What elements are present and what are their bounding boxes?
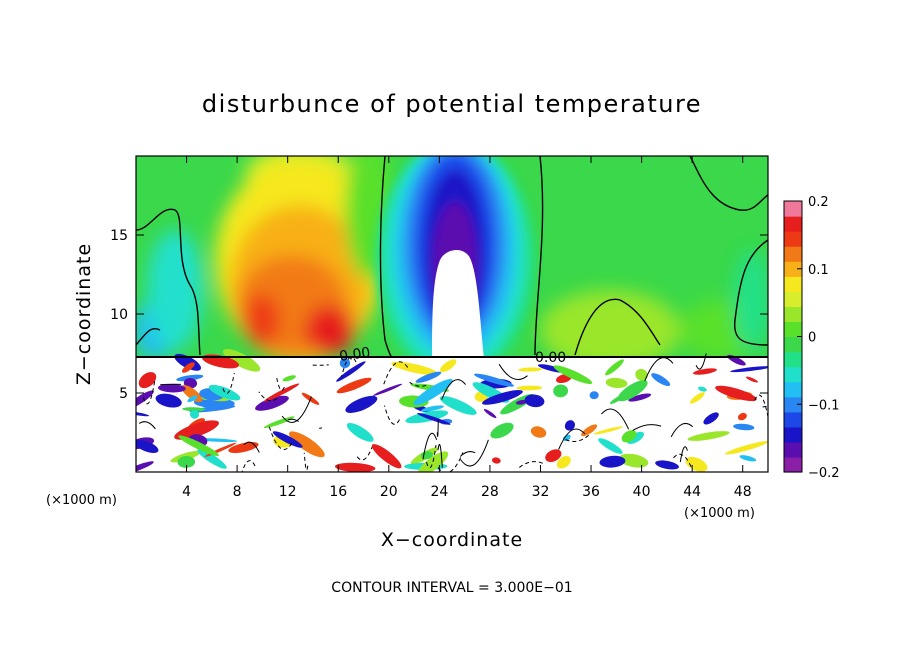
colorbar-segment xyxy=(784,216,802,232)
x-tick-label: 36 xyxy=(582,484,600,500)
colorbar-segment xyxy=(784,337,802,353)
x-axis-title: X−coordinate xyxy=(381,529,523,551)
field-green-teal-left xyxy=(147,230,203,350)
colorbar-tick-label: 0 xyxy=(808,331,816,346)
colorbar-tick-label: −0.2 xyxy=(808,466,840,481)
x-tick-label: 28 xyxy=(481,484,499,500)
x-tick-label: 32 xyxy=(532,484,550,500)
contour-interval: CONTOUR INTERVAL = 3.000E−01 xyxy=(331,580,572,596)
colorbar-segment xyxy=(784,367,802,383)
x-tick-label: 16 xyxy=(329,484,347,500)
x-tick-label: 8 xyxy=(233,484,242,500)
x-tick-label: 40 xyxy=(633,484,651,500)
turbulence-contour xyxy=(160,384,181,385)
x-tick-label: 44 xyxy=(683,484,701,500)
colorbar-tick-label: −0.1 xyxy=(808,398,840,413)
colorbar-segment xyxy=(784,306,802,322)
chart-title: disturbunce of potential temperature xyxy=(202,90,702,118)
y-axis-title: Z−coordinate xyxy=(73,243,95,385)
colorbar-segment xyxy=(784,276,802,292)
colorbar-segment xyxy=(784,457,802,473)
colorbar-tick-label: 0.2 xyxy=(808,195,829,210)
y-tick-label: 15 xyxy=(110,228,128,244)
colorbar-segment xyxy=(784,352,802,368)
lower-layer-bg xyxy=(136,358,768,472)
colorbar-tick-label: 0.1 xyxy=(808,263,829,278)
x-tick-label: 4 xyxy=(182,484,191,500)
colorbar-segment xyxy=(784,201,802,217)
colorbar-segment xyxy=(784,382,802,398)
x-tick-label: 12 xyxy=(279,484,297,500)
x-tick-label: 20 xyxy=(380,484,398,500)
x-unit-left: (×1000 m) xyxy=(46,493,117,508)
colorbar-segment xyxy=(784,427,802,443)
colorbar: 0.2 0.1 0 −0.1 −0.2 xyxy=(784,195,840,481)
field-red-core-a xyxy=(244,294,280,346)
x-unit-right: (×1000 m) xyxy=(684,506,755,521)
colorbar-segment xyxy=(784,291,802,307)
colorbar-segment xyxy=(784,246,802,262)
x-tick-label: 24 xyxy=(430,484,448,500)
y-tick-label: 10 xyxy=(110,307,128,323)
colorbar-segment xyxy=(784,231,802,247)
x-tick-label: 48 xyxy=(734,484,752,500)
colorbar-segment xyxy=(784,321,802,337)
contour-label-right: 0.00 xyxy=(535,350,566,366)
plot-area xyxy=(122,140,790,482)
field-teal-right xyxy=(734,250,770,350)
colorbar-segment xyxy=(784,412,802,428)
colorbar-segment xyxy=(784,442,802,458)
y-tick-label: 5 xyxy=(119,386,128,402)
